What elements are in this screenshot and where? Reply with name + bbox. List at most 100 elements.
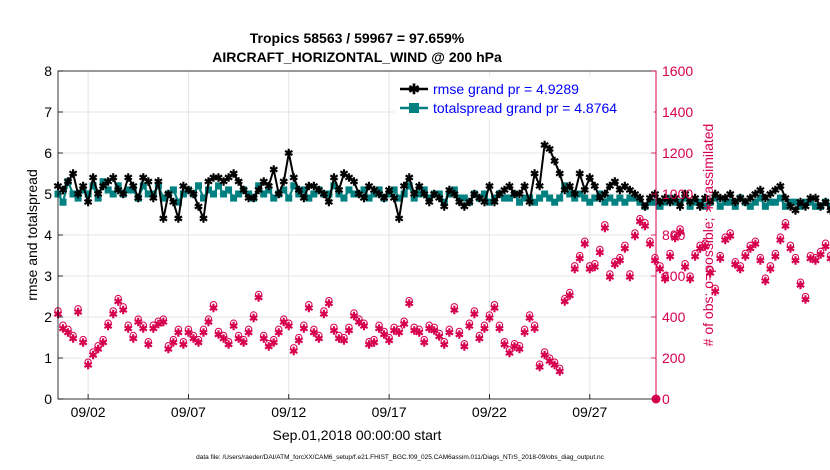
obs-possible-point (761, 274, 770, 282)
spread-point (485, 198, 493, 206)
rmse-point: ✱ (706, 197, 715, 209)
obs-assimilated-point: ✱ (520, 327, 529, 339)
obs-possible-point (641, 219, 649, 227)
rmse-point: ✱ (174, 214, 183, 226)
obs-possible-point (671, 231, 679, 239)
obs-possible-point (706, 266, 714, 274)
rmse-point: ✱ (535, 181, 544, 193)
spread-point (761, 202, 769, 210)
obs-possible-point (465, 319, 474, 327)
y-tick-label-right: 1600 (662, 63, 693, 79)
obs-assimilated-point: ✱ (655, 264, 664, 276)
spread-point (691, 198, 699, 206)
obs-possible-point (766, 262, 775, 270)
spread-point (686, 202, 694, 210)
obs-assimilated-point: ✱ (791, 256, 800, 268)
spread-point (345, 186, 353, 194)
obs-possible-point (254, 290, 263, 299)
y-axis-left-label: rmse and totalspread (24, 169, 40, 301)
spread-point (330, 182, 338, 190)
spread-point (230, 194, 238, 202)
obs-assimilated-point: ✱ (154, 319, 163, 331)
x-tick-label: 09/12 (271, 404, 306, 420)
obs-possible-point (270, 335, 278, 344)
rmse-point: ✱ (711, 189, 720, 201)
spread-point (169, 186, 177, 194)
obs-possible-point (380, 327, 388, 336)
obs-assimilated-point: ✱ (415, 327, 424, 339)
spread-point (149, 190, 157, 198)
obs-possible-point (786, 241, 795, 250)
obs-possible-point (375, 321, 383, 329)
obs-possible-point (154, 317, 163, 325)
obs-assimilated-point: ✱ (119, 305, 128, 317)
rmse-point: ✱ (716, 193, 725, 205)
rmse-point: ✱ (309, 181, 318, 193)
spread-point (460, 194, 468, 202)
rmse-point: ✱ (505, 181, 514, 193)
obs-assimilated-point: ✱ (645, 239, 654, 251)
chart-title-line1: Tropics 58563 / 59967 = 97.659% (250, 30, 465, 46)
obs-possible-point (420, 335, 428, 344)
spread-point (571, 194, 579, 202)
rmse-line (57, 142, 830, 223)
obs-possible-point (475, 331, 484, 340)
obs-assimilated-point: ✱ (164, 344, 173, 356)
rmse-point: ✱ (826, 205, 830, 217)
obs-possible-point (515, 342, 524, 350)
obs-assimilated-point: ✱ (445, 327, 454, 339)
rmse-point: ✱ (560, 185, 569, 197)
obs-assimilated-point: ✱ (495, 323, 504, 335)
spread-point (270, 194, 278, 202)
rmse-point: ✱ (149, 193, 158, 205)
obs-assimilated-point: ✱ (304, 303, 313, 315)
rmse-point: ✱ (229, 169, 238, 181)
rmse-point: ✱ (244, 193, 253, 205)
rmse-point: ✱ (254, 185, 263, 197)
spread-series (54, 178, 830, 210)
legend-spread-marker (409, 103, 419, 113)
obs-assimilated-point: ✱ (570, 264, 579, 276)
obs-possible-point (566, 288, 574, 297)
obs-assimilated-point: ✱ (721, 235, 730, 247)
obs-possible-point (400, 317, 408, 325)
obs-assimilated-point: ✱ (726, 231, 735, 243)
x-tick-label: 09/02 (71, 404, 106, 420)
obs-possible-point (606, 270, 614, 278)
obs-assimilated-point: ✱ (595, 247, 604, 259)
rmse-point: ✱ (179, 181, 188, 193)
obs-possible-point (109, 307, 117, 315)
obs-possible-point (355, 315, 363, 323)
obs-assimilated-point: ✱ (560, 297, 569, 309)
spread-point (425, 194, 433, 202)
spread-point (445, 190, 453, 198)
y-tick-label-right: 1400 (662, 104, 693, 120)
obs-assimilated-point: ✱ (83, 360, 92, 372)
rmse-point: ✱ (269, 164, 278, 176)
rmse-point: ✱ (756, 185, 765, 197)
obs-possible-point (415, 325, 423, 334)
obs-assimilated-point: ✱ (109, 309, 118, 321)
rmse-point: ✱ (821, 197, 830, 209)
rmse-point: ✱ (435, 193, 444, 205)
obs-possible-point (545, 354, 554, 362)
rmse-point: ✱ (495, 189, 504, 201)
rmse-point: ✱ (274, 189, 283, 201)
obs-possible-point (114, 294, 122, 303)
y-tick-label-right: 800 (662, 227, 686, 243)
obs-assimilated-point: ✱ (736, 264, 745, 276)
rmse-point: ✱ (515, 189, 524, 201)
spread-point (350, 190, 358, 198)
rmse-point: ✱ (405, 173, 414, 185)
spread-point (521, 194, 529, 202)
obs-assimilated-point: ✱ (620, 243, 629, 255)
obs-assimilated-point: ✱ (344, 325, 353, 337)
spread-point (546, 194, 554, 202)
obs-assimilated-point: ✱ (505, 348, 514, 360)
rmse-point: ✱ (410, 189, 419, 201)
spread-point (586, 198, 594, 206)
obs-assimilated-point: ✱ (229, 321, 238, 333)
rmse-point: ✱ (776, 181, 785, 193)
spread-point (661, 198, 669, 206)
spread-point (199, 194, 207, 202)
